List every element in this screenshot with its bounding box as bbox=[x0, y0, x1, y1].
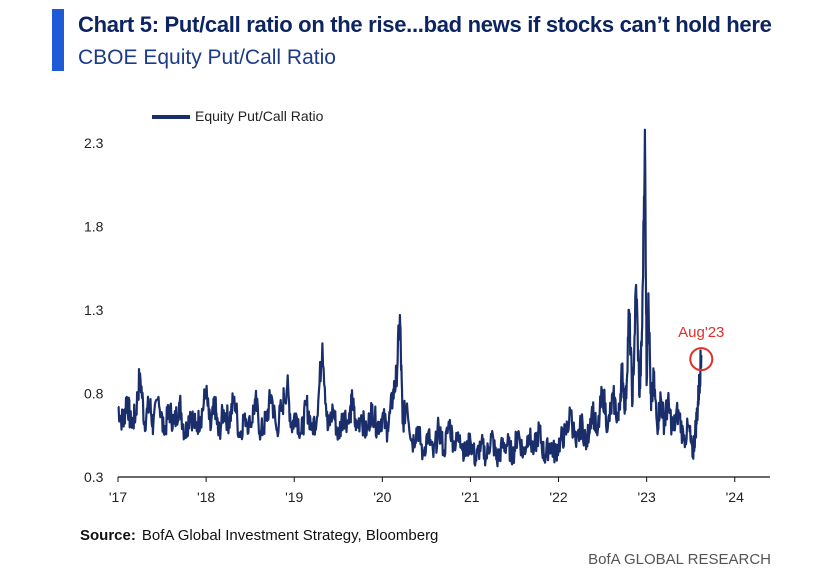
x-axis: '17 '18 '19 '20 '21 '22 '23 '24 bbox=[109, 476, 770, 505]
y-tick-label: 0.3 bbox=[84, 469, 104, 485]
annotation-layer: Aug'23 bbox=[678, 324, 724, 372]
source-text: BofA Global Investment Strategy, Bloombe… bbox=[141, 527, 439, 544]
title-accent-bar bbox=[52, 9, 64, 71]
series-line-equity-put-call-ratio bbox=[117, 128, 703, 468]
x-tick-label: '19 bbox=[285, 489, 303, 505]
y-axis-tick-labels: 0.3 0.8 1.3 1.8 2.3 bbox=[84, 135, 104, 485]
annotation-circle bbox=[689, 347, 714, 372]
y-tick-label: 2.3 bbox=[84, 135, 104, 151]
x-tick-label: '17 bbox=[109, 489, 127, 505]
x-tick-label: '20 bbox=[373, 489, 391, 505]
annotation-label: Aug'23 bbox=[678, 324, 724, 341]
source-note: Source: BofA Global Investment Strategy, … bbox=[80, 527, 438, 544]
chart-title: Chart 5: Put/call ratio on the rise...ba… bbox=[78, 12, 772, 37]
y-tick-label: 1.8 bbox=[84, 219, 104, 235]
series-layer bbox=[117, 128, 703, 468]
x-tick-label: '22 bbox=[549, 489, 567, 505]
chart-subtitle: CBOE Equity Put/Call Ratio bbox=[78, 46, 336, 69]
x-tick-label: '24 bbox=[726, 489, 744, 505]
chart-legend: Equity Put/Call Ratio bbox=[152, 108, 324, 124]
x-tick-label: '18 bbox=[197, 489, 215, 505]
y-tick-label: 0.8 bbox=[84, 386, 104, 402]
source-label: Source: bbox=[80, 527, 136, 544]
brand-footer: BofA GLOBAL RESEARCH bbox=[588, 551, 771, 568]
x-tick-label: '21 bbox=[461, 489, 479, 505]
y-tick-label: 1.3 bbox=[84, 302, 104, 318]
x-tick-label: '23 bbox=[638, 489, 656, 505]
legend-label: Equity Put/Call Ratio bbox=[195, 108, 324, 124]
